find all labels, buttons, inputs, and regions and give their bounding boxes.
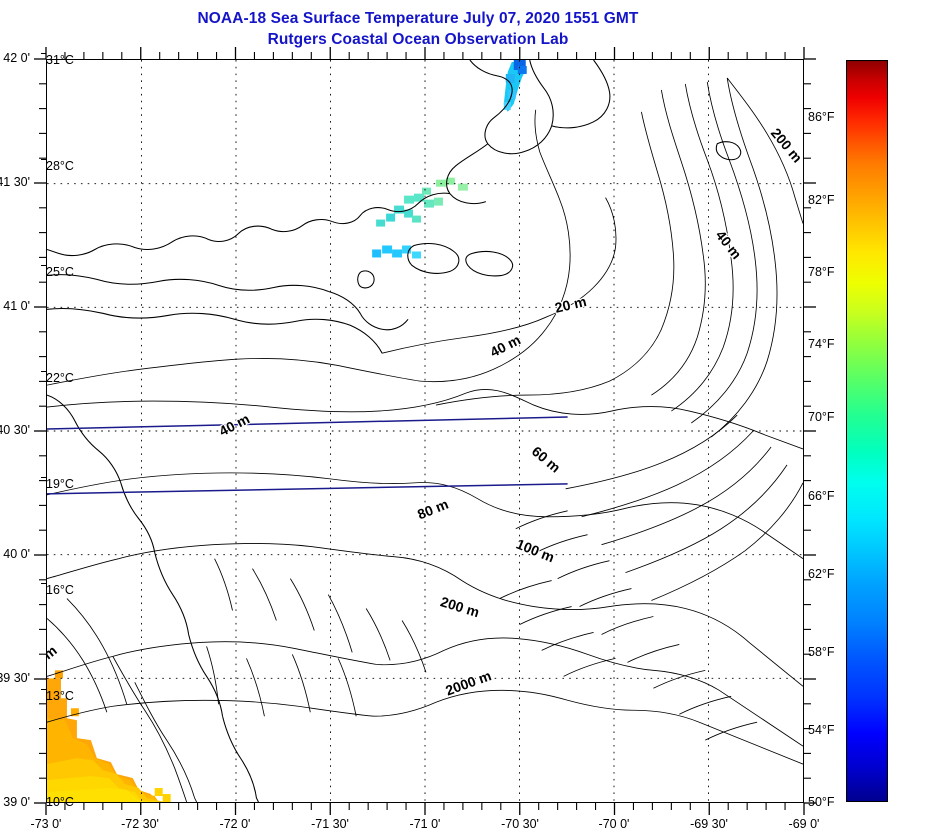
xlabel-70-30: -70 30' (501, 817, 539, 831)
flabel-62: 62°F (808, 567, 835, 581)
flabel-78: 78°F (808, 265, 835, 279)
sst-raster (47, 60, 527, 802)
map-plot-area[interactable]: 20 m 40 m 40 m 40 m 60 m 80 m 100 m 200 … (46, 59, 804, 803)
map-gridlines (47, 60, 803, 802)
map-canvas (47, 60, 803, 802)
flabel-66: 66°F (808, 489, 835, 503)
ylabel-39-30: 39 30' (0, 671, 30, 685)
flabel-54: 54°F (808, 723, 835, 737)
ylabel-41-30: 41 30' (0, 175, 30, 189)
temperature-colorbar[interactable] (846, 60, 888, 802)
page-title: NOAA-18 Sea Surface Temperature July 07,… (197, 10, 639, 27)
flabel-82: 82°F (808, 193, 835, 207)
xlabel-71-0: -71 0' (409, 817, 441, 831)
ylabel-40-0: 40 0' (3, 547, 30, 561)
flabel-58: 58°F (808, 645, 835, 659)
title-block: NOAA-18 Sea Surface Temperature July 07,… (0, 8, 836, 50)
cbar-label-16c: 16°C (41, 583, 74, 597)
cbar-label-13c: 13°C (41, 689, 74, 703)
flabel-50: 50°F (808, 795, 835, 809)
flabel-70: 70°F (808, 410, 835, 424)
cbar-label-19c: 19°C (41, 477, 74, 491)
xlabel-72-0: -72 0' (219, 817, 251, 831)
cbar-label-25c: 25°C (41, 265, 74, 279)
cbar-label-31c: 31°C (41, 53, 74, 67)
transect-lines (47, 416, 568, 495)
bathymetry-contours (47, 77, 803, 802)
xlabel-69-30: -69 30' (690, 817, 728, 831)
xlabel-70-0: -70 0' (598, 817, 630, 831)
xlabel-69-0: -69 0' (788, 817, 820, 831)
xlabel-73-0: -73 0' (30, 817, 62, 831)
ylabel-41-0: 41 0' (3, 299, 30, 313)
cbar-label-28c: 28°C (41, 159, 74, 173)
ylabel-42-0: 42 0' (3, 51, 30, 65)
cbar-label-22c: 22°C (41, 371, 74, 385)
page-subtitle: Rutgers Coastal Ocean Observation Lab (267, 31, 569, 48)
flabel-74: 74°F (808, 337, 835, 351)
ylabel-39-0: 39 0' (3, 795, 30, 809)
flabel-86: 86°F (808, 110, 835, 124)
cbar-label-10c: 10°C (46, 795, 74, 809)
ylabel-40-30: 40 30' (0, 423, 30, 437)
xlabel-71-30: -71 30' (311, 817, 349, 831)
xlabel-72-30: -72 30' (121, 817, 159, 831)
